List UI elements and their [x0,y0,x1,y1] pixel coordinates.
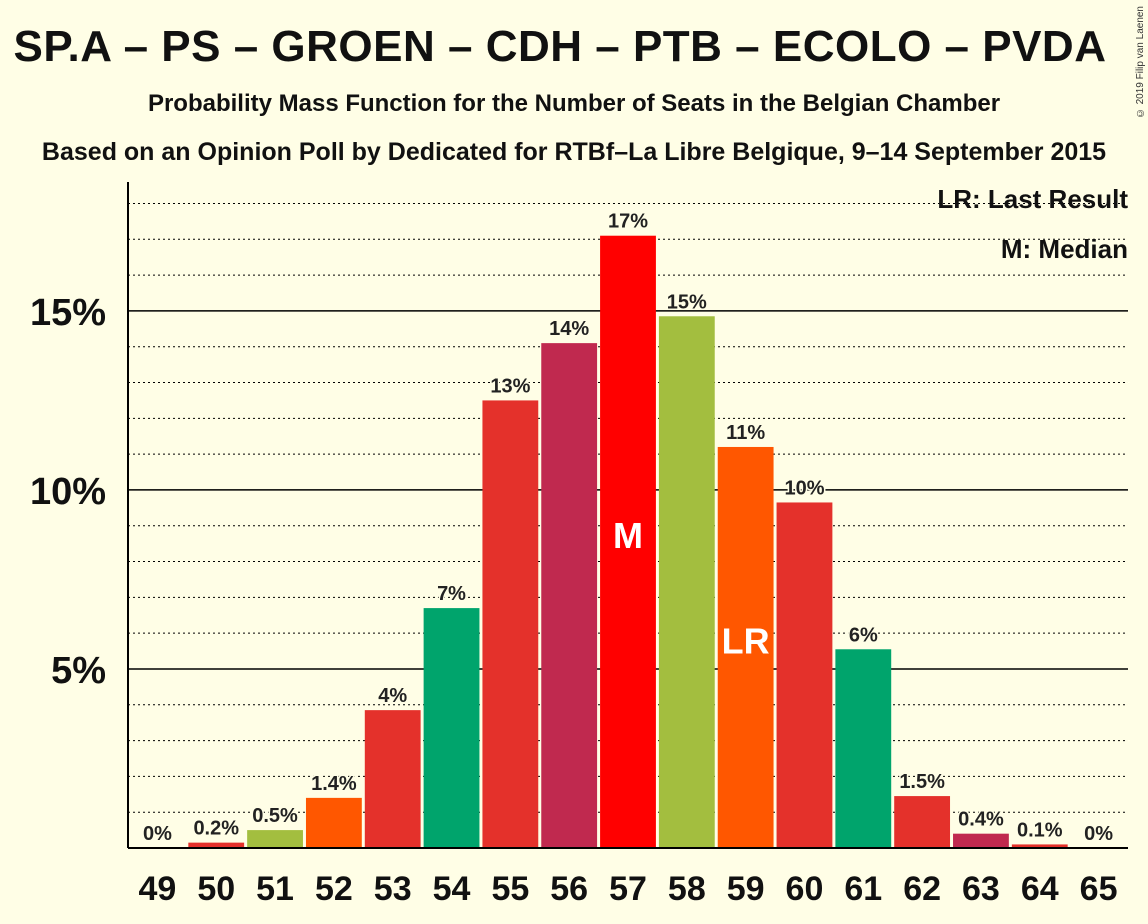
bar [894,796,951,848]
x-tick-label: 62 [903,870,941,908]
last-result-marker: LR [722,620,770,661]
bar [717,446,774,848]
bar [953,833,1009,848]
data-label: 17% [608,211,648,233]
data-label: 15% [667,291,707,313]
bar [600,235,656,849]
x-tick-label: 54 [433,870,471,908]
data-label: 0% [143,823,172,845]
bar [305,797,362,848]
x-tick-label: 53 [374,870,412,908]
x-tick-label: 57 [609,870,647,908]
y-tick-label: 10% [30,471,106,513]
x-tick-label: 63 [962,870,1000,908]
bar [364,710,421,848]
y-tick-label: 5% [51,650,106,692]
x-tick-label: 64 [1021,870,1059,908]
data-label: 14% [549,318,589,340]
x-tick-label: 58 [668,870,706,908]
data-label: 0.4% [958,809,1004,831]
bar [658,316,715,849]
data-label: 7% [437,583,466,605]
x-tick-label: 50 [197,870,235,908]
data-label: 13% [490,375,530,397]
bar [247,830,303,848]
data-label: 11% [726,422,765,444]
x-tick-label: 49 [138,870,176,908]
data-label: 0% [1084,823,1113,845]
legend-median: M: Median [1000,234,1128,264]
median-marker: M [613,515,643,556]
x-tick-label: 56 [550,870,588,908]
data-label: 0.5% [252,805,298,827]
data-label: 4% [378,685,407,707]
data-label: 0.1% [1017,819,1063,841]
chart-subtitle: Probability Mass Function for the Number… [147,90,1001,117]
bar [482,400,539,848]
x-tick-label: 65 [1080,870,1118,908]
x-tick-label: 51 [256,870,294,908]
x-tick-label: 52 [315,870,353,908]
data-label: 0.2% [193,818,239,840]
x-tick-label: 61 [844,870,882,908]
bar [776,502,833,848]
data-label: 10% [784,477,824,499]
bar [423,608,480,848]
x-tick-label: 60 [786,870,824,908]
legend-last-result: LR: Last Result [937,184,1128,214]
x-tick-label: 59 [727,870,765,908]
chart-title: SP.A – PS – GROEN – CDH – PTB – ECOLO – … [13,22,1107,71]
bar [1011,844,1068,848]
bar [835,649,892,848]
chart-source-line: Based on an Opinion Poll by Dedicated fo… [41,138,1107,166]
data-label: 1.5% [899,771,945,793]
bar [541,343,598,848]
y-tick-label: 15% [30,292,106,334]
x-tick-label: 55 [491,870,529,908]
data-label: 6% [849,624,878,646]
data-label: 1.4% [311,773,357,795]
bar [188,842,245,848]
